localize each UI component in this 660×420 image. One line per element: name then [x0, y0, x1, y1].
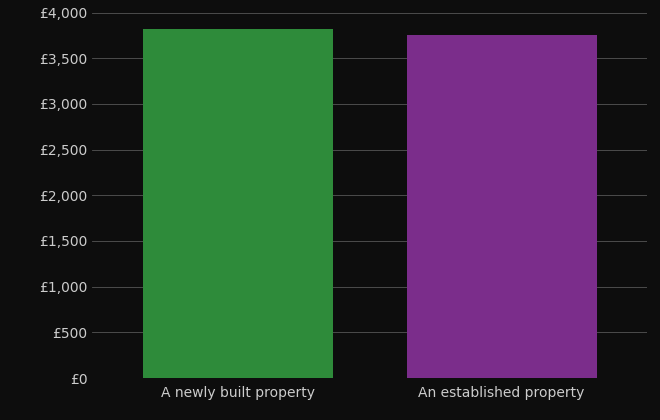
- Bar: [143, 29, 333, 378]
- Bar: [407, 34, 597, 378]
